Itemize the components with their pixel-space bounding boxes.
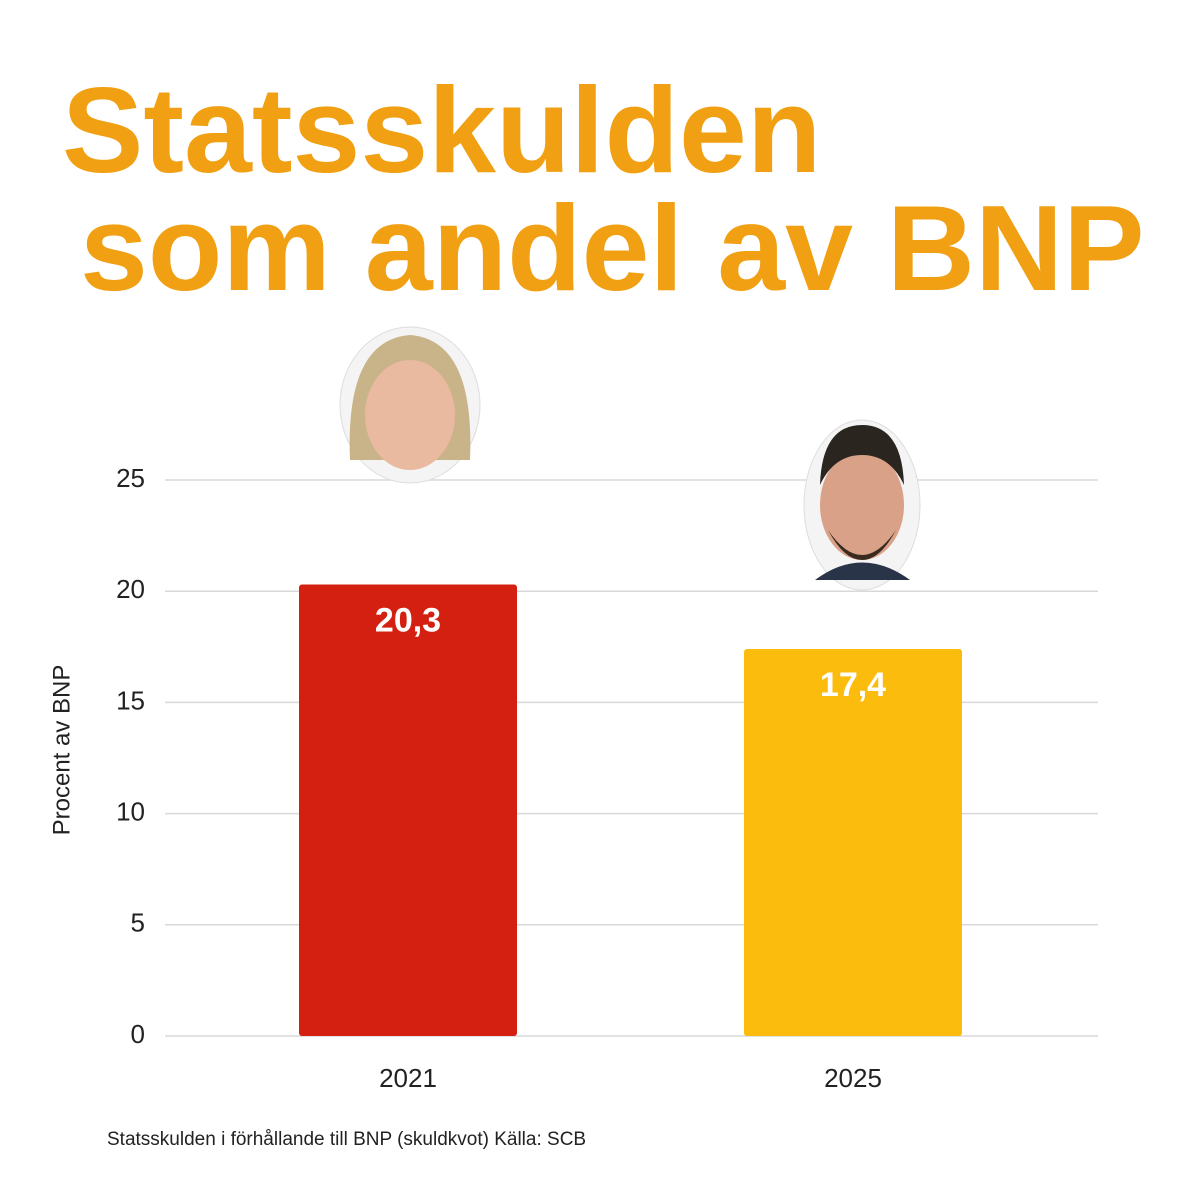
x-tick-label: 2025: [824, 1063, 882, 1093]
y-tick-label: 0: [131, 1019, 145, 1049]
value-label: 17,4: [820, 666, 886, 704]
footnote: Statsskulden i förhållande till BNP (sku…: [107, 1129, 586, 1150]
y-axis-label: Procent av BNP: [48, 665, 75, 836]
chart-title: Statsskulden: [62, 62, 821, 198]
portrait: [803, 419, 921, 591]
portrait: [339, 326, 481, 484]
y-tick-label: 20: [116, 574, 145, 604]
bar: [299, 584, 517, 1036]
value-label: 20,3: [375, 602, 441, 640]
y-tick-label: 10: [116, 796, 145, 826]
chart-title: som andel av BNP: [80, 180, 1144, 316]
bar: [744, 649, 962, 1036]
y-tick-label: 5: [131, 908, 145, 938]
y-tick-label: 15: [116, 685, 145, 715]
x-tick-label: 2021: [379, 1063, 437, 1093]
y-tick-label: 25: [116, 463, 145, 493]
